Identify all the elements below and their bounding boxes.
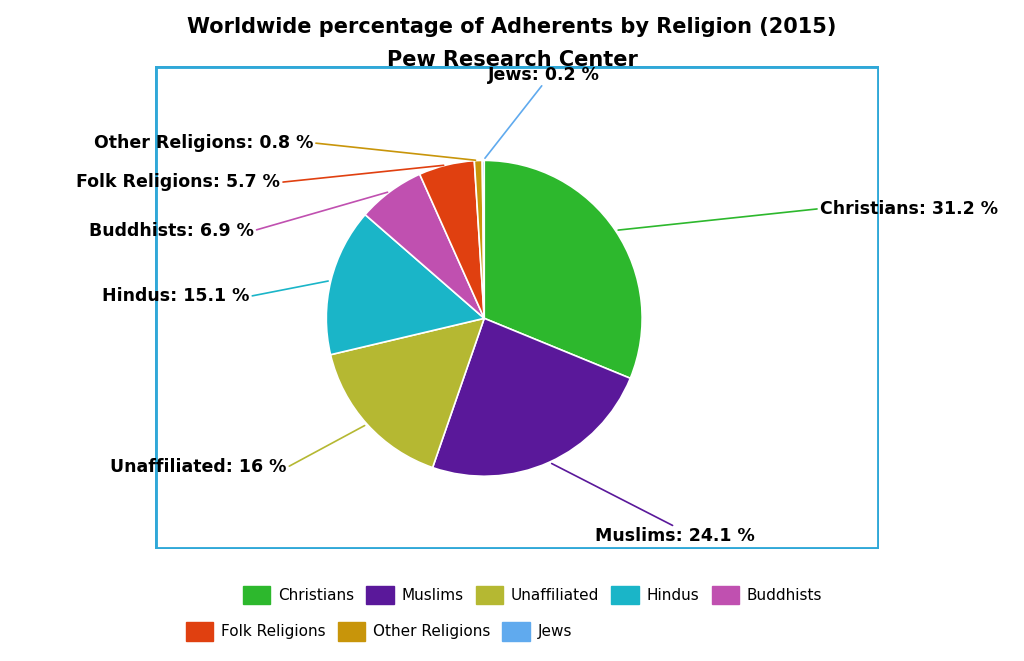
Legend: Folk Religions, Other Religions, Jews: Folk Religions, Other Religions, Jews xyxy=(179,616,579,646)
Text: Buddhists: 6.9 %: Buddhists: 6.9 % xyxy=(89,221,254,239)
Text: Unaffiliated: 16 %: Unaffiliated: 16 % xyxy=(111,459,287,477)
Wedge shape xyxy=(420,161,484,319)
Text: Other Religions: 0.8 %: Other Religions: 0.8 % xyxy=(94,134,313,152)
Text: Folk Religions: 5.7 %: Folk Religions: 5.7 % xyxy=(77,173,281,191)
Text: Christians: 31.2 %: Christians: 31.2 % xyxy=(820,200,997,217)
Wedge shape xyxy=(484,161,642,378)
Wedge shape xyxy=(432,319,631,476)
Wedge shape xyxy=(366,175,484,319)
Wedge shape xyxy=(482,161,484,319)
Wedge shape xyxy=(331,319,484,467)
Legend: Christians, Muslims, Unaffiliated, Hindus, Buddhists: Christians, Muslims, Unaffiliated, Hindu… xyxy=(237,580,828,610)
Text: Hindus: 15.1 %: Hindus: 15.1 % xyxy=(102,288,250,305)
Wedge shape xyxy=(474,161,484,319)
Wedge shape xyxy=(327,215,484,355)
Text: Jews: 0.2 %: Jews: 0.2 % xyxy=(487,65,599,84)
Text: Pew Research Center: Pew Research Center xyxy=(387,50,637,69)
Text: Muslims: 24.1 %: Muslims: 24.1 % xyxy=(595,527,755,545)
Text: Worldwide percentage of Adherents by Religion (2015): Worldwide percentage of Adherents by Rel… xyxy=(187,17,837,36)
